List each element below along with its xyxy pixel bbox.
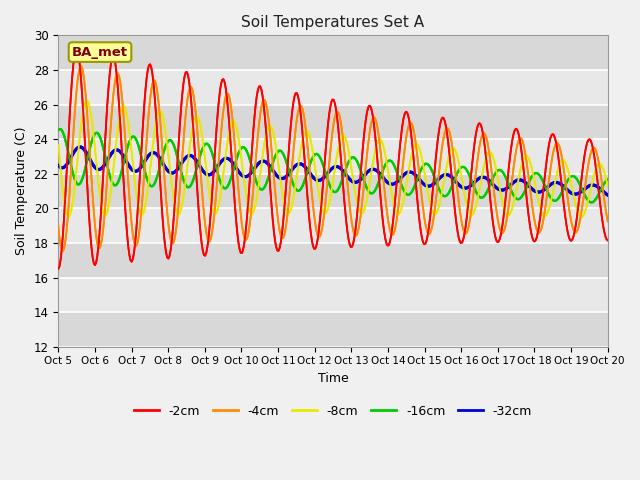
- -32cm: [460, 185, 467, 191]
- -2cm: [389, 216, 397, 222]
- -32cm: [389, 181, 397, 187]
- -8cm: [83, 97, 91, 103]
- Line: -8cm: -8cm: [58, 100, 608, 217]
- -4cm: [604, 218, 612, 224]
- -32cm: [76, 144, 84, 150]
- -4cm: [77, 63, 85, 69]
- -16cm: [56, 126, 63, 132]
- -8cm: [555, 165, 563, 171]
- -32cm: [287, 168, 295, 174]
- -8cm: [287, 206, 295, 212]
- -32cm: [54, 163, 62, 168]
- Bar: [58, 243, 608, 277]
- -16cm: [54, 127, 62, 133]
- Bar: [58, 70, 608, 105]
- -8cm: [227, 124, 234, 130]
- Line: -16cm: -16cm: [58, 129, 608, 203]
- Line: -32cm: -32cm: [58, 147, 608, 195]
- -16cm: [389, 161, 397, 167]
- -4cm: [390, 228, 398, 234]
- -2cm: [73, 45, 81, 51]
- -16cm: [363, 185, 371, 191]
- -4cm: [556, 144, 563, 150]
- -32cm: [555, 180, 563, 186]
- Bar: [58, 36, 608, 70]
- -8cm: [460, 184, 467, 190]
- -16cm: [227, 177, 234, 183]
- X-axis label: Time: Time: [317, 372, 348, 385]
- -16cm: [460, 164, 467, 170]
- Text: BA_met: BA_met: [72, 46, 128, 59]
- -32cm: [363, 170, 371, 176]
- -8cm: [604, 183, 612, 189]
- -2cm: [460, 237, 467, 242]
- -2cm: [54, 266, 62, 272]
- -16cm: [287, 175, 295, 181]
- -32cm: [604, 192, 612, 198]
- Bar: [58, 277, 608, 312]
- -8cm: [54, 142, 62, 148]
- -2cm: [363, 110, 371, 116]
- Line: -4cm: -4cm: [58, 66, 608, 251]
- -4cm: [364, 143, 372, 148]
- Legend: -2cm, -4cm, -8cm, -16cm, -32cm: -2cm, -4cm, -8cm, -16cm, -32cm: [129, 400, 537, 423]
- Bar: [58, 208, 608, 243]
- Title: Soil Temperatures Set A: Soil Temperatures Set A: [241, 15, 424, 30]
- -16cm: [588, 200, 596, 205]
- -2cm: [227, 136, 234, 142]
- Bar: [58, 139, 608, 174]
- Line: -2cm: -2cm: [58, 48, 608, 269]
- -16cm: [604, 177, 612, 182]
- -16cm: [555, 195, 563, 201]
- Bar: [58, 174, 608, 208]
- -4cm: [228, 108, 236, 113]
- -4cm: [54, 223, 62, 228]
- -2cm: [287, 119, 295, 125]
- -4cm: [461, 229, 468, 235]
- -4cm: [59, 248, 67, 254]
- Y-axis label: Soil Temperature (C): Soil Temperature (C): [15, 127, 28, 255]
- -8cm: [363, 196, 371, 202]
- -32cm: [227, 157, 234, 163]
- -8cm: [577, 214, 585, 220]
- -4cm: [289, 161, 296, 167]
- Bar: [58, 105, 608, 139]
- -2cm: [604, 238, 612, 243]
- -2cm: [555, 155, 563, 160]
- -8cm: [389, 199, 397, 204]
- Bar: [58, 312, 608, 347]
